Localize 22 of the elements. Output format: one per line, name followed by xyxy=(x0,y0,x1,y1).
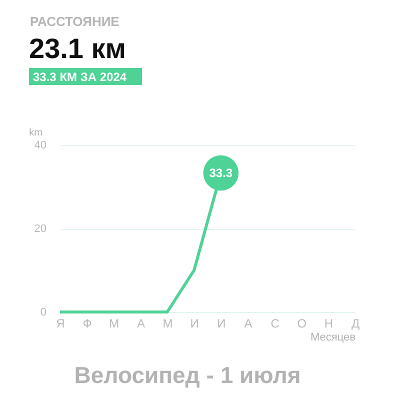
x-axis-title: Месяцев xyxy=(310,332,356,344)
text: 33.3 КМ ЗА 2024 xyxy=(33,70,127,84)
x-tick-label: М xyxy=(109,316,120,330)
x-tick-label: И xyxy=(190,316,199,330)
x-tick-label: Ф xyxy=(82,316,92,330)
chart-subtitle: 23.1 км xyxy=(29,33,126,64)
y-tick-label: 0 xyxy=(40,306,46,318)
text: Велосипед - 1 июля xyxy=(74,362,301,388)
x-tick-label: Я xyxy=(56,316,65,330)
x-tick-label: С xyxy=(270,316,280,330)
x-tick-label: А xyxy=(136,316,145,330)
x-tick-label: А xyxy=(244,316,252,330)
y-axis-title: km xyxy=(29,128,42,138)
x-tick-label: М xyxy=(162,316,173,330)
chart-title: РАССТОЯНИЕ xyxy=(30,14,120,29)
x-tick-label: О xyxy=(297,316,307,330)
y-tick-label: 40 xyxy=(34,140,46,152)
x-tick-label: И xyxy=(217,316,226,330)
y-tick-label: 20 xyxy=(34,223,46,235)
data-label: 33.3 xyxy=(209,166,233,180)
x-tick-label: Д xyxy=(351,316,360,330)
x-tick-label: Н xyxy=(324,316,334,330)
